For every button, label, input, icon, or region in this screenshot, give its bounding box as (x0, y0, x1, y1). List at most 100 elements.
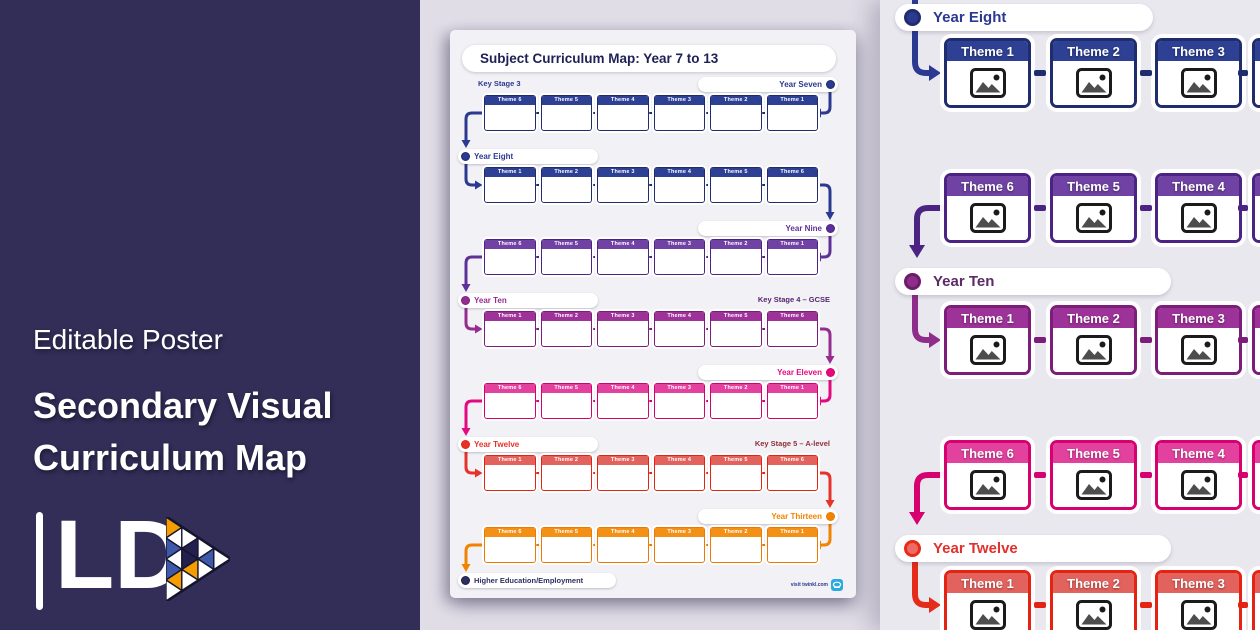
connector-dash (536, 327, 540, 331)
year-label: Year Twelve (474, 440, 520, 449)
theme-box: Theme 5 (710, 167, 762, 203)
poster-footer: visit twinkl.com (791, 579, 843, 591)
footer-url: visit twinkl.com (790, 582, 828, 588)
arrowhead-icon (461, 284, 471, 292)
theme-box-body (711, 105, 761, 129)
theme-box-body (598, 105, 648, 129)
year-label: Year Eleven (777, 368, 822, 377)
higher-ed-dot (461, 576, 470, 585)
theme-box: Theme 3 (1155, 570, 1242, 630)
connector-dash (649, 255, 653, 259)
year-pill: Year Eleven (698, 365, 838, 380)
connector-dash (592, 399, 597, 403)
year-dot (904, 273, 921, 290)
theme-box: Theme 4 (597, 95, 649, 131)
year-pill: Year Twelve (895, 535, 1171, 562)
arrowhead-icon (461, 564, 471, 572)
flow-arrow (464, 304, 477, 331)
theme-box: Theme 2 (1050, 570, 1137, 630)
theme-box-header: Theme 1 (947, 308, 1028, 328)
theme-box-header (1255, 443, 1260, 463)
theme-box: Theme 2 (1050, 38, 1137, 108)
theme-box-header: Theme 5 (541, 528, 591, 537)
theme-box: Theme 5 (540, 95, 592, 131)
theme-box-body (767, 249, 817, 273)
connector-dash (1034, 205, 1046, 211)
theme-box: Theme 2 (710, 95, 762, 131)
theme-box: Theme 1 (766, 383, 818, 419)
image-placeholder-icon (1180, 203, 1217, 233)
theme-box: Theme 1 (766, 527, 818, 563)
connector-dash (1140, 70, 1152, 76)
theme-box-body (711, 249, 761, 273)
connector-dash (1238, 70, 1248, 76)
theme-box-body (485, 393, 535, 417)
theme-box: Theme 3 (1155, 38, 1242, 108)
theme-box-header: Theme 3 (654, 528, 704, 537)
image-placeholder-icon (969, 203, 1006, 233)
theme-box: Theme 6 (484, 527, 536, 563)
image-placeholder-icon (1075, 203, 1112, 233)
theme-box-header: Theme 1 (485, 456, 535, 465)
theme-box-header: Theme 2 (1053, 308, 1134, 328)
key-stage-label: Key Stage 4 – GCSE (757, 295, 830, 304)
theme-box-body (654, 249, 704, 273)
flow-arrow (912, 26, 932, 76)
year-pill: Year Seven (698, 77, 838, 92)
year-label: Year Ten (933, 273, 995, 290)
flow-arrow (464, 543, 486, 566)
theme-box-header: Theme 5 (541, 240, 591, 249)
arrowhead-icon (475, 468, 483, 478)
theme-box-body (711, 537, 761, 561)
connector-dash (1140, 472, 1152, 478)
year-dot (461, 296, 470, 305)
year-pill: Year Thirteen (698, 509, 838, 524)
connector-dash (1140, 602, 1152, 608)
connector-dash (1238, 205, 1248, 211)
year-label: Year Seven (779, 80, 822, 89)
theme-box-body (485, 537, 535, 561)
higher-ed-pill: Higher Education/Employment (458, 573, 616, 588)
theme-box: Theme 1 (484, 311, 536, 347)
theme-box-header: Theme 4 (654, 456, 704, 465)
theme-box: Theme 5 (710, 311, 762, 347)
theme-box-body (598, 393, 648, 417)
theme-box-header (1255, 308, 1260, 328)
theme-box-body (1255, 196, 1260, 240)
theme-box-body (1053, 593, 1134, 630)
theme-box-body (1158, 463, 1239, 507)
connector-dash (1034, 337, 1046, 343)
theme-box-header: Theme 4 (598, 528, 648, 537)
theme-box-header: Theme 1 (485, 312, 535, 321)
theme-box: Theme 1 (944, 305, 1031, 375)
theme-box-partial (1252, 440, 1260, 510)
theme-box-header: Theme 3 (1158, 573, 1239, 593)
year-label: Year Twelve (933, 540, 1018, 557)
arrowhead-icon (929, 65, 941, 81)
theme-box: Theme 6 (484, 95, 536, 131)
theme-box-header: Theme 1 (485, 168, 535, 177)
theme-box: Theme 6 (766, 311, 818, 347)
theme-box-body (485, 105, 535, 129)
theme-box-header: Theme 6 (767, 168, 817, 177)
theme-box: Theme 4 (597, 527, 649, 563)
connector-dash (705, 327, 710, 331)
theme-box-body (598, 321, 648, 345)
theme-box: Theme 2 (710, 239, 762, 275)
brand-triangle-logo-icon (166, 517, 230, 601)
theme-box-header: Theme 6 (485, 384, 535, 393)
year-dot (904, 540, 921, 557)
theme-box: Theme 1 (766, 95, 818, 131)
connector-dash (762, 327, 766, 331)
theme-box: Theme 5 (540, 383, 592, 419)
theme-box: Theme 4 (1155, 173, 1242, 243)
theme-box-header: Theme 4 (598, 96, 648, 105)
year-dot (826, 368, 835, 377)
theme-box: Theme 4 (653, 455, 705, 491)
theme-box: Theme 2 (540, 167, 592, 203)
flow-arrow (819, 232, 832, 259)
image-placeholder-icon (1075, 470, 1112, 500)
curriculum-poster: Subject Curriculum Map: Year 7 to 13 vis… (450, 30, 856, 598)
connector-dash (1140, 205, 1152, 211)
arrowhead-icon (461, 428, 471, 436)
